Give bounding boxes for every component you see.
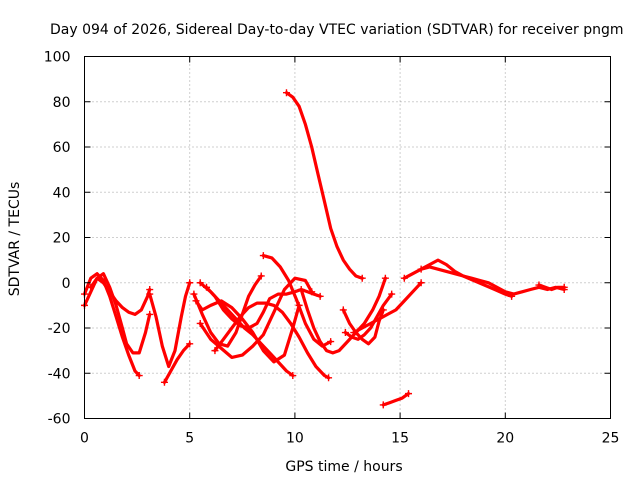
data-point: [160, 378, 168, 386]
series-sat-s: [400, 258, 516, 300]
data-point: [190, 290, 198, 298]
data-point: [560, 283, 568, 291]
data-point: [135, 372, 143, 380]
data-point: [289, 372, 297, 380]
data-point: [211, 347, 219, 355]
data-point: [388, 290, 396, 298]
grid: [84, 56, 611, 419]
series-line: [299, 276, 387, 355]
series-sat-u: [535, 281, 568, 292]
data-point: [146, 310, 154, 318]
series-line: [402, 258, 514, 298]
series-sat-j: [196, 279, 297, 380]
data-point: [297, 286, 305, 294]
series-line: [261, 254, 333, 348]
y-tick-label: 100: [44, 50, 71, 66]
series-sat-o: [339, 306, 387, 346]
axis-ticks: 0 5 10 15 20 25 -60 -40 -20 0 20 40 60 80 100: [44, 50, 620, 447]
series-line: [198, 281, 295, 378]
series-line: [419, 265, 566, 296]
data-point: [381, 274, 389, 282]
data-point: [186, 279, 194, 287]
data-point: [146, 290, 154, 298]
series-line: [341, 308, 385, 346]
series-sat-d: [146, 279, 194, 369]
data-point: [417, 279, 425, 287]
series-sat-c: [87, 276, 154, 316]
series-sat-n: [297, 274, 389, 355]
y-axis-title: SDTVAR / TECUs: [7, 182, 23, 297]
y-tick-label: 0: [62, 276, 71, 292]
data-point: [196, 279, 204, 287]
y-tick-label: -40: [48, 366, 71, 382]
series-line: [192, 274, 263, 348]
x-tick-label: 25: [602, 431, 620, 447]
series-line: [352, 281, 423, 335]
data-point: [316, 292, 324, 300]
data-point: [350, 329, 358, 337]
x-tick-label: 5: [185, 431, 194, 447]
series-line: [194, 299, 301, 364]
y-tick-label: 40: [53, 185, 71, 201]
data-point: [358, 274, 366, 282]
series-line: [204, 285, 322, 330]
data-point: [327, 338, 335, 346]
y-tick-label: -20: [48, 321, 71, 337]
data-point: [196, 319, 204, 327]
series-sat-l: [259, 252, 335, 348]
series-sat-m: [282, 89, 366, 282]
series-line: [381, 392, 411, 407]
series-sat-p: [341, 290, 396, 341]
series-sat-k: [190, 272, 265, 348]
data-point: [257, 272, 265, 280]
y-tick-label: 60: [53, 140, 71, 156]
x-axis-title: GPS time / hours: [285, 459, 402, 475]
series-line: [82, 272, 141, 378]
data-point: [325, 374, 333, 382]
series-line: [213, 301, 331, 380]
data-point: [400, 274, 408, 282]
data-point: [87, 283, 95, 291]
series-sat-h: [211, 301, 333, 382]
y-tick-label: 80: [53, 95, 71, 111]
series-line: [148, 281, 192, 369]
series-line: [343, 292, 394, 341]
data-point: [339, 306, 347, 314]
data-point: [259, 252, 267, 260]
chart-title: Day 094 of 2026, Sidereal Day-to-day VTE…: [50, 22, 624, 38]
series-line: [89, 276, 152, 316]
series-line: [82, 272, 152, 355]
series-line: [537, 283, 566, 292]
data-series: [81, 89, 568, 409]
series-line: [162, 342, 192, 384]
x-tick-label: 15: [391, 431, 409, 447]
data-point: [379, 401, 387, 409]
data-point: [535, 281, 543, 289]
data-point: [186, 340, 194, 348]
series-line: [284, 91, 364, 280]
y-tick-label: -60: [48, 412, 71, 428]
x-tick-label: 0: [80, 431, 89, 447]
plot-frame: [84, 56, 611, 419]
series-sat-q: [350, 279, 425, 337]
data-point: [282, 89, 290, 97]
data-point: [405, 390, 413, 398]
series-sat-r: [379, 390, 413, 409]
y-tick-label: 20: [53, 231, 71, 247]
data-point: [417, 265, 425, 273]
series-sat-e: [160, 340, 194, 386]
x-tick-label: 10: [286, 431, 304, 447]
x-tick-label: 20: [496, 431, 514, 447]
data-point: [341, 329, 349, 337]
